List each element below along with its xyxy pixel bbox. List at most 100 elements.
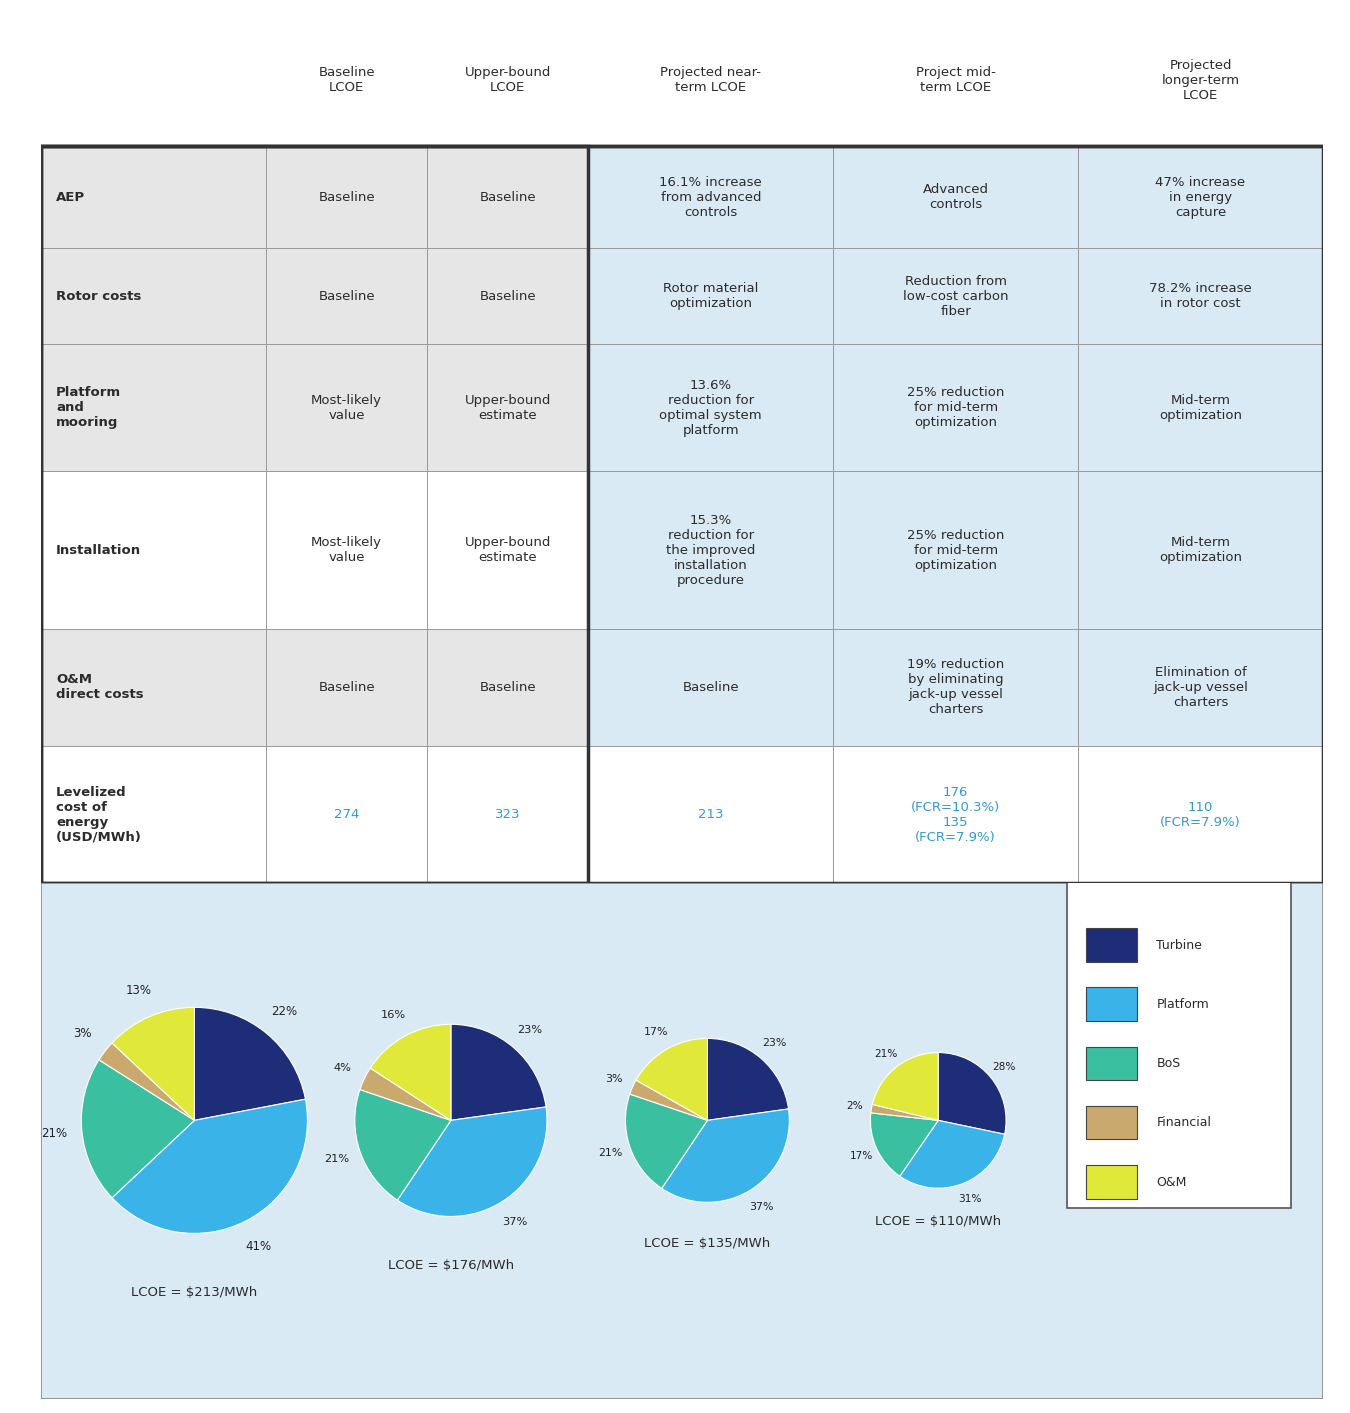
Bar — [589, 746, 833, 883]
Text: 21%: 21% — [598, 1149, 622, 1159]
Bar — [833, 472, 1079, 629]
Title: LCOE = $176/MWh: LCOE = $176/MWh — [387, 1259, 514, 1272]
Text: Upper-bound
estimate: Upper-bound estimate — [464, 537, 551, 564]
Bar — [1079, 14, 1323, 147]
Bar — [589, 147, 833, 247]
Wedge shape — [625, 1094, 707, 1188]
Text: 47% increase
in energy
capture: 47% increase in energy capture — [1156, 175, 1246, 219]
Text: BoS: BoS — [1156, 1057, 1180, 1070]
Bar — [1079, 629, 1323, 746]
Bar — [833, 14, 1079, 147]
Wedge shape — [451, 1024, 545, 1121]
Text: 16%: 16% — [381, 1010, 406, 1020]
Bar — [266, 247, 427, 345]
Bar — [40, 247, 266, 345]
Text: Baseline: Baseline — [319, 191, 375, 203]
Title: LCOE = $110/MWh: LCOE = $110/MWh — [875, 1215, 1002, 1228]
Wedge shape — [112, 1099, 308, 1234]
Bar — [40, 472, 266, 629]
Wedge shape — [636, 1039, 707, 1121]
Text: 3%: 3% — [605, 1074, 622, 1084]
Text: Baseline: Baseline — [479, 681, 536, 694]
Bar — [40, 14, 266, 147]
Text: 31%: 31% — [958, 1194, 981, 1204]
Bar — [833, 345, 1079, 472]
Text: 22%: 22% — [271, 1005, 297, 1017]
Wedge shape — [355, 1089, 451, 1200]
Text: Levelized
cost of
energy
(USD/MWh): Levelized cost of energy (USD/MWh) — [55, 786, 142, 844]
Wedge shape — [871, 1105, 938, 1121]
Text: Baseline: Baseline — [479, 290, 536, 302]
Bar — [1066, 880, 1291, 1208]
Wedge shape — [194, 1007, 305, 1121]
Text: 213: 213 — [698, 808, 724, 821]
Text: Advanced
controls: Advanced controls — [922, 184, 988, 211]
Text: Baseline: Baseline — [319, 290, 375, 302]
Wedge shape — [900, 1121, 1004, 1188]
Bar — [1085, 1166, 1137, 1198]
Text: 37%: 37% — [502, 1217, 528, 1226]
Wedge shape — [872, 1053, 938, 1121]
Bar — [1085, 928, 1137, 961]
Wedge shape — [99, 1043, 194, 1121]
Bar — [589, 247, 833, 345]
Text: Baseline: Baseline — [319, 681, 375, 694]
Text: Projected
longer-term
LCOE: Projected longer-term LCOE — [1161, 59, 1239, 102]
Bar — [427, 629, 589, 746]
Bar — [427, 345, 589, 472]
Bar — [40, 629, 266, 746]
Text: 21%: 21% — [875, 1048, 898, 1058]
Title: LCOE = $213/MWh: LCOE = $213/MWh — [131, 1286, 258, 1299]
Bar — [1085, 1047, 1137, 1080]
Wedge shape — [370, 1024, 451, 1121]
Text: Elimination of
jack-up vessel
charters: Elimination of jack-up vessel charters — [1153, 666, 1247, 709]
Text: Rotor costs: Rotor costs — [55, 290, 142, 302]
Bar — [427, 247, 589, 345]
Text: AEP: AEP — [55, 191, 85, 203]
Bar — [427, 147, 589, 247]
Text: Project mid-
term LCOE: Project mid- term LCOE — [915, 66, 995, 95]
Bar — [427, 472, 589, 629]
Bar — [833, 629, 1079, 746]
Wedge shape — [630, 1080, 707, 1121]
Bar — [1079, 746, 1323, 883]
Bar — [266, 629, 427, 746]
Bar — [266, 14, 427, 147]
Text: 25% reduction
for mid-term
optimization: 25% reduction for mid-term optimization — [907, 387, 1004, 430]
Bar — [266, 345, 427, 472]
Text: 37%: 37% — [749, 1202, 774, 1212]
Wedge shape — [397, 1106, 547, 1217]
Text: 274: 274 — [333, 808, 359, 821]
Bar — [40, 147, 266, 247]
Text: Financial: Financial — [1156, 1116, 1211, 1129]
Wedge shape — [112, 1007, 194, 1121]
Bar — [589, 14, 833, 147]
Bar — [1079, 472, 1323, 629]
Text: 110
(FCR=7.9%): 110 (FCR=7.9%) — [1160, 801, 1241, 828]
Text: 21%: 21% — [324, 1154, 350, 1164]
Text: 25% reduction
for mid-term
optimization: 25% reduction for mid-term optimization — [907, 528, 1004, 572]
Bar — [1079, 345, 1323, 472]
Bar — [833, 147, 1079, 247]
Bar — [1079, 247, 1323, 345]
Bar — [1079, 147, 1323, 247]
Text: O&M
direct costs: O&M direct costs — [55, 674, 143, 701]
Text: Mid-term
optimization: Mid-term optimization — [1160, 394, 1242, 422]
Text: 23%: 23% — [517, 1024, 543, 1034]
Text: Turbine: Turbine — [1156, 938, 1202, 951]
Bar — [427, 14, 589, 147]
Text: Reduction from
low-cost carbon
fiber: Reduction from low-cost carbon fiber — [903, 274, 1008, 318]
Bar — [266, 746, 427, 883]
Bar — [833, 746, 1079, 883]
Bar — [1085, 988, 1137, 1020]
Text: 13.6%
reduction for
optimal system
platform: 13.6% reduction for optimal system platf… — [659, 379, 761, 437]
Text: 23%: 23% — [763, 1039, 787, 1048]
Text: Baseline: Baseline — [479, 191, 536, 203]
Text: 28%: 28% — [992, 1063, 1015, 1072]
Text: 78.2% increase
in rotor cost: 78.2% increase in rotor cost — [1149, 283, 1251, 311]
Text: 13%: 13% — [126, 985, 151, 998]
Wedge shape — [707, 1039, 788, 1121]
Bar — [589, 629, 833, 746]
Bar — [266, 472, 427, 629]
Text: Platform
and
mooring: Platform and mooring — [55, 387, 122, 430]
